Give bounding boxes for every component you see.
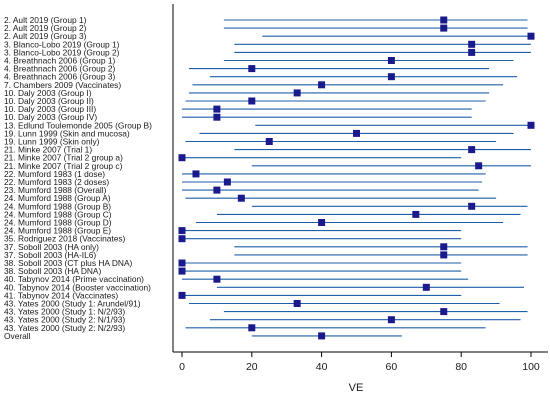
study-label: 3. Blanco-Lobo 2019 (Group 1) xyxy=(4,39,120,49)
study-label: 21. Minke 2007 (Trial 1) xyxy=(4,145,92,155)
point-estimate xyxy=(248,65,256,73)
point-estimate xyxy=(178,227,186,235)
point-estimate xyxy=(213,275,221,283)
point-estimate xyxy=(475,162,483,170)
point-estimate xyxy=(387,57,395,64)
study-label: 40. Tabynov 2014 (Prime vaccination) xyxy=(4,274,144,284)
point-estimate xyxy=(178,259,186,267)
point-estimate xyxy=(192,170,200,178)
point-estimate xyxy=(223,178,231,186)
study-labels: 2. Ault 2019 (Group 1)2. Ault 2019 (Grou… xyxy=(4,15,152,341)
point-estimate xyxy=(213,105,221,113)
point-estimate xyxy=(293,300,301,307)
point-estimate xyxy=(318,81,326,89)
point-estimate xyxy=(213,186,221,194)
point-estimate xyxy=(468,40,476,48)
study-label: 4. Breathnach 2006 (Group 3) xyxy=(4,72,115,82)
study-label: 4. Breathnach 2006 (Group 2) xyxy=(4,64,115,74)
x-tick-label: 20 xyxy=(246,361,258,373)
point-estimate xyxy=(468,202,476,210)
study-label: 10. Daly 2003 (Group III) xyxy=(4,104,96,114)
study-label: 23. Mumford 1988 (Overall) xyxy=(4,185,107,195)
study-label: 4. Breathnach 2006 (Group 1) xyxy=(4,56,115,66)
point-estimate xyxy=(412,210,420,218)
point-estimates xyxy=(178,16,535,340)
study-label: 2. Ault 2019 (Group 1) xyxy=(4,15,87,25)
x-tick-label: 80 xyxy=(455,361,467,373)
point-estimate xyxy=(213,113,221,121)
point-estimate xyxy=(293,89,301,97)
study-label: 38. Soboll 2003 (CT plus HA DNA) xyxy=(4,258,133,268)
study-label: 3. Blanco-Lobo 2019 (Group 2) xyxy=(4,47,120,57)
study-label: 2. Ault 2019 (Group 2) xyxy=(4,23,87,33)
point-estimate xyxy=(527,121,535,129)
study-label: 19. Lunn 1999 (Skin only) xyxy=(4,137,100,147)
point-estimate xyxy=(440,308,448,316)
point-estimate xyxy=(440,251,448,259)
study-label: 38. Soboll 2003 (HA DNA) xyxy=(4,266,102,276)
point-estimate xyxy=(178,235,186,243)
point-estimate xyxy=(178,154,186,162)
point-estimate xyxy=(248,324,256,332)
study-label: 13. Edlund Toulemonde 2005 (Group B) xyxy=(4,120,152,130)
study-label: 21. Minke 2007 (Trial 2 group c) xyxy=(4,161,123,171)
point-estimate xyxy=(178,291,186,299)
point-estimate xyxy=(318,219,326,226)
study-label: 43. Yates 2000 (Study 1: N/2/93) xyxy=(4,307,125,317)
point-estimate xyxy=(178,267,186,275)
x-axis-ticks: 0 20 40 60 80 100 xyxy=(179,352,540,373)
x-tick-label: 60 xyxy=(386,361,398,373)
study-label: 43. Yates 2000 (Study 2: N/1/93) xyxy=(4,315,125,325)
point-estimate xyxy=(440,243,448,251)
point-estimate xyxy=(265,138,273,145)
point-estimate xyxy=(387,316,395,324)
x-axis-title: VE xyxy=(349,382,364,394)
study-label: 35. Rodriguez 2018 (Vaccinates) xyxy=(4,234,126,244)
x-tick-label: 40 xyxy=(316,361,328,373)
point-estimate xyxy=(237,194,245,202)
point-estimate xyxy=(422,283,430,291)
x-tick-label: 100 xyxy=(522,361,540,373)
study-label: 43. Yates 2000 (Study 2: N/2/93) xyxy=(4,323,125,333)
point-estimate xyxy=(353,129,360,137)
study-label: 21. Minke 2007 (Trial 2 group a) xyxy=(4,153,123,163)
point-estimate xyxy=(248,97,256,105)
study-label: 24. Mumford 1988 (Group D) xyxy=(4,218,112,228)
study-label: 19. Lunn 1999 (Skin and mucosa) xyxy=(4,128,130,138)
study-label: 10. Daly 2003 (Group II) xyxy=(4,96,94,106)
point-estimate xyxy=(468,146,476,154)
plot-area: 0 20 40 60 80 100 xyxy=(172,4,548,373)
study-label: 24. Mumford 1988 (Group A) xyxy=(4,193,111,203)
study-label: 2. Ault 2019 (Group 3) xyxy=(4,31,87,41)
study-label: 22. Mumford 1983 (1 dose) xyxy=(4,169,105,179)
study-label: 41. Tabynov 2014 (Vaccinates) xyxy=(4,290,118,300)
study-label: 24. Mumford 1988 (Group C) xyxy=(4,209,112,219)
point-estimate xyxy=(387,73,395,81)
point-estimate xyxy=(527,32,535,40)
study-label: 7. Chambers 2009 (Vaccinates) xyxy=(4,80,121,90)
study-label: Overall xyxy=(4,331,31,341)
x-tick-label: 0 xyxy=(179,361,185,373)
study-label: 24. Mumford 1988 (Group E) xyxy=(4,226,111,236)
point-estimate xyxy=(468,48,476,56)
study-label: 40. Tabynov 2014 (Booster vaccination) xyxy=(4,282,151,292)
point-estimate xyxy=(318,332,326,340)
confidence-intervals xyxy=(182,19,531,337)
study-label: 22. Mumford 1983 (2 doses) xyxy=(4,177,109,187)
study-label: 43. Yates 2000 (Study 1: Arundel/91) xyxy=(4,299,141,309)
study-label: 37. Soboll 2003 (HA only) xyxy=(4,242,99,252)
point-estimate xyxy=(440,24,448,32)
study-label: 37. Soboll 2003 (HA-IL6) xyxy=(4,250,96,260)
point-estimate xyxy=(440,16,448,24)
study-label: 10. Daly 2003 (Group I) xyxy=(4,88,92,98)
study-label: 24. Mumford 1988 (Group B) xyxy=(4,201,111,211)
study-label: 10. Daly 2003 (Group IV) xyxy=(4,112,97,122)
